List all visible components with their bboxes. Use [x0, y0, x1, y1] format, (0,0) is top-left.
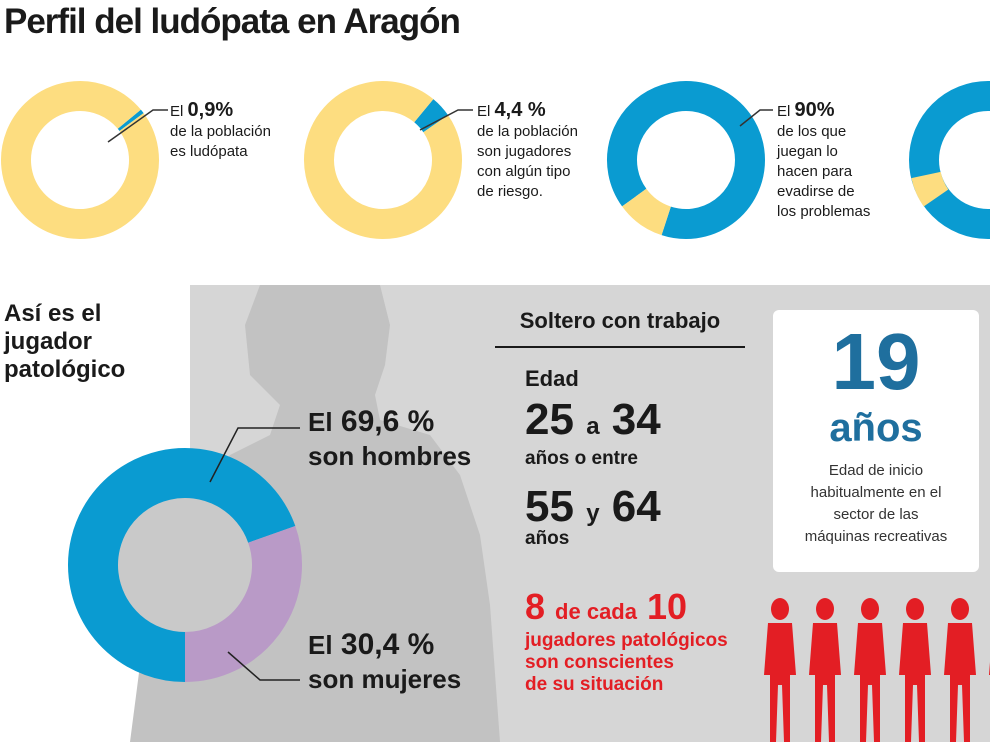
person-icon: [944, 598, 976, 742]
start-age-number: 19: [831, 317, 921, 406]
age-unit: años: [525, 528, 570, 549]
age-to-1: 34: [611, 395, 661, 444]
donut-slice-rest: [304, 81, 462, 239]
status-block: Soltero con trabajo: [495, 308, 745, 348]
stat-line: de la población: [477, 123, 578, 140]
stat-line: juegan lo: [777, 143, 838, 160]
person-icon: [764, 598, 796, 742]
awareness-line: son conscientes: [525, 652, 674, 673]
donut-slice-rest: [622, 188, 672, 236]
women-value: 30,4 %: [340, 628, 435, 661]
donut-slice-men: [68, 448, 296, 682]
stat-value: 0,9%: [187, 99, 234, 121]
donut-slice-women: [184, 526, 302, 682]
start-age-description: Edad de inicio habitualmente en el secto…: [783, 460, 969, 548]
stat-line: con algún tipo: [477, 163, 571, 180]
donut-slice-value: [117, 109, 144, 132]
men-value: 69,6 %: [340, 405, 435, 438]
donut-slice-value: [607, 81, 765, 239]
start-age-unit: años: [829, 406, 923, 450]
age-range-2: 55 y 64: [525, 482, 661, 532]
stat-prefix: El: [477, 103, 495, 120]
age-from-2: 55: [525, 482, 574, 531]
age-or-text: años o entre: [525, 448, 638, 469]
donut-chart-3: [607, 81, 765, 239]
donut-chart-1: [1, 81, 159, 239]
stat-line: de los que: [777, 123, 847, 140]
men-text: son hombres: [308, 441, 472, 471]
donut-center: [115, 495, 255, 635]
women-prefix: El: [308, 630, 333, 660]
women-text: son mujeres: [308, 664, 462, 694]
stat-prefix: El: [777, 103, 795, 120]
age-label: Edad: [525, 366, 579, 391]
leader-line: [739, 109, 773, 127]
men-label: El 69,6 % son hombres: [308, 405, 471, 473]
awareness-mid: de cada: [555, 599, 637, 624]
donut-slice-rest: [1, 81, 159, 239]
age-separator-1: a: [586, 413, 600, 440]
stat-line: de riesgo.: [477, 183, 543, 200]
awareness-numerator: 8: [525, 586, 546, 627]
desc-line: Edad de inicio: [828, 462, 924, 479]
donut-chart-2: [304, 81, 462, 239]
age-range-1: 25 a 34: [525, 395, 661, 445]
leader-lines-top: [107, 109, 773, 143]
partial-ring-yellow: [911, 171, 949, 207]
leader-line-women: [227, 651, 300, 681]
profile-heading-line: Así es el: [4, 300, 102, 327]
awareness-line: jugadores patológicos: [525, 630, 728, 651]
desc-line: habitualmente en el: [810, 484, 942, 501]
stat-line: son jugadores: [477, 143, 572, 160]
leader-line-men: [209, 427, 300, 483]
awareness-text: jugadores patológicos son conscientes de…: [525, 630, 728, 696]
stat-line: de la población: [170, 123, 271, 140]
stat-note-2: El 4,4 % de la población son jugadores c…: [477, 100, 578, 202]
gender-donut-chart: [68, 448, 302, 682]
profile-heading-line: jugador: [4, 328, 92, 355]
status-text: Soltero con trabajo: [495, 308, 745, 348]
stat-line: hacen para: [777, 163, 853, 180]
stat-prefix: El: [170, 103, 188, 120]
desc-line: máquinas recreativas: [804, 528, 948, 545]
stat-line: es ludópata: [170, 143, 248, 160]
donut-chart-4-partial: [909, 81, 990, 239]
stat-value: 4,4 %: [494, 99, 546, 121]
stat-line: evadirse de: [777, 183, 855, 200]
person-icon: [899, 598, 931, 742]
page-title: Perfil del ludópata en Aragón: [4, 2, 461, 41]
women-label: El 30,4 % son mujeres: [308, 628, 461, 696]
awareness-ratio: 8 de cada 10: [525, 586, 687, 628]
stat-note-3: El 90% de los que juegan lo hacen para e…: [777, 100, 870, 222]
stat-note-1: El 0,9% de la población es ludópata: [170, 100, 271, 162]
profile-heading-line: patológico: [4, 356, 126, 383]
profile-heading: Así es el jugador patológico: [4, 300, 125, 384]
partial-ring-blue: [909, 81, 990, 239]
leader-line: [419, 109, 473, 131]
desc-line: sector de las: [833, 506, 919, 523]
age-to-2: 64: [611, 482, 661, 531]
stat-value: 90%: [794, 99, 835, 121]
men-prefix: El: [308, 407, 333, 437]
red-people-pictogram: [764, 598, 990, 742]
donut-slice-value: [413, 99, 449, 133]
age-from-1: 25: [525, 395, 574, 444]
awareness-line: de su situación: [525, 674, 664, 695]
start-age-card: 19 años Edad de inicio habitualmente en …: [773, 310, 979, 572]
awareness-denominator: 10: [647, 586, 688, 627]
leader-line: [107, 109, 168, 143]
person-icon: [809, 598, 841, 742]
person-icon: [854, 598, 886, 742]
stat-line: los problemas: [777, 203, 871, 220]
age-separator-2: y: [586, 500, 600, 527]
